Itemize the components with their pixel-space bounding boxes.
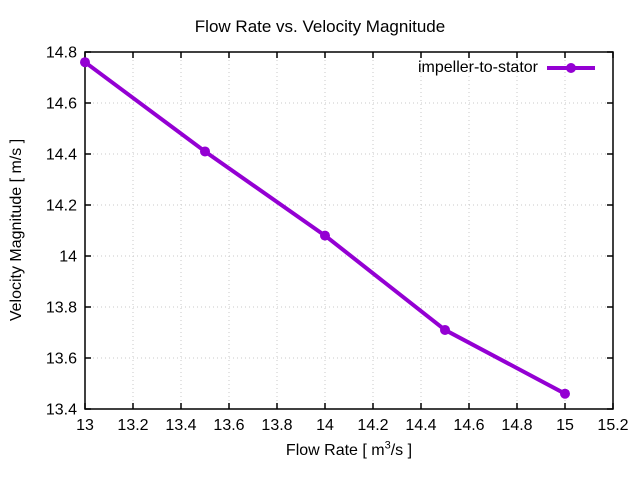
x-tick-label: 13 (76, 417, 94, 434)
x-tick-label: 13.8 (261, 417, 292, 434)
x-tick-label: 13.6 (213, 417, 244, 434)
y-axis-label: Velocity Magnitude [ m/s ] (8, 138, 25, 322)
y-tick-label: 14.4 (46, 147, 77, 164)
x-axis-label-prefix: Flow Rate [ m (285, 442, 385, 459)
y-tick-label: 14 (59, 249, 77, 266)
y-tick-label: 13.6 (46, 351, 77, 368)
y-tick-label: 14.8 (46, 45, 77, 62)
x-tick-label: 14.4 (405, 417, 436, 434)
x-tick-label: 14.8 (501, 417, 532, 434)
y-tick-label: 13.8 (46, 300, 77, 317)
x-tick-label: 15.2 (597, 417, 628, 434)
y-tick-label: 14.6 (46, 96, 77, 113)
data-line (83, 60, 566, 396)
legend-label: impeller-to-stator (417, 59, 538, 76)
chart-title: Flow Rate vs. Velocity Magnitude (194, 17, 446, 36)
y-tick-label: 13.4 (46, 402, 77, 419)
x-tick-label: 13.4 (165, 417, 196, 434)
data-point (200, 146, 210, 157)
data-point (560, 388, 570, 399)
x-tick-label: 14.6 (453, 417, 484, 434)
data-point (80, 57, 90, 68)
x-axis-label: Flow Rate [ m3/s ] (285, 439, 413, 460)
legend-sample-marker (566, 63, 576, 73)
x-tick-label: 15 (556, 417, 574, 434)
x-tick-label: 14 (316, 417, 334, 434)
x-tick-label: 13.2 (117, 417, 148, 434)
data-point (440, 324, 450, 335)
legend: impeller-to-stator (418, 59, 597, 77)
legend-line-sample (547, 63, 595, 73)
x-axis-label-superscript: 3 (384, 439, 391, 452)
plot-border (84, 51, 614, 410)
data-point (320, 230, 330, 241)
x-tick-label: 14.2 (357, 417, 388, 434)
y-tick-label: 14.2 (46, 198, 77, 215)
x-axis-label-suffix: /s ] (390, 442, 413, 459)
